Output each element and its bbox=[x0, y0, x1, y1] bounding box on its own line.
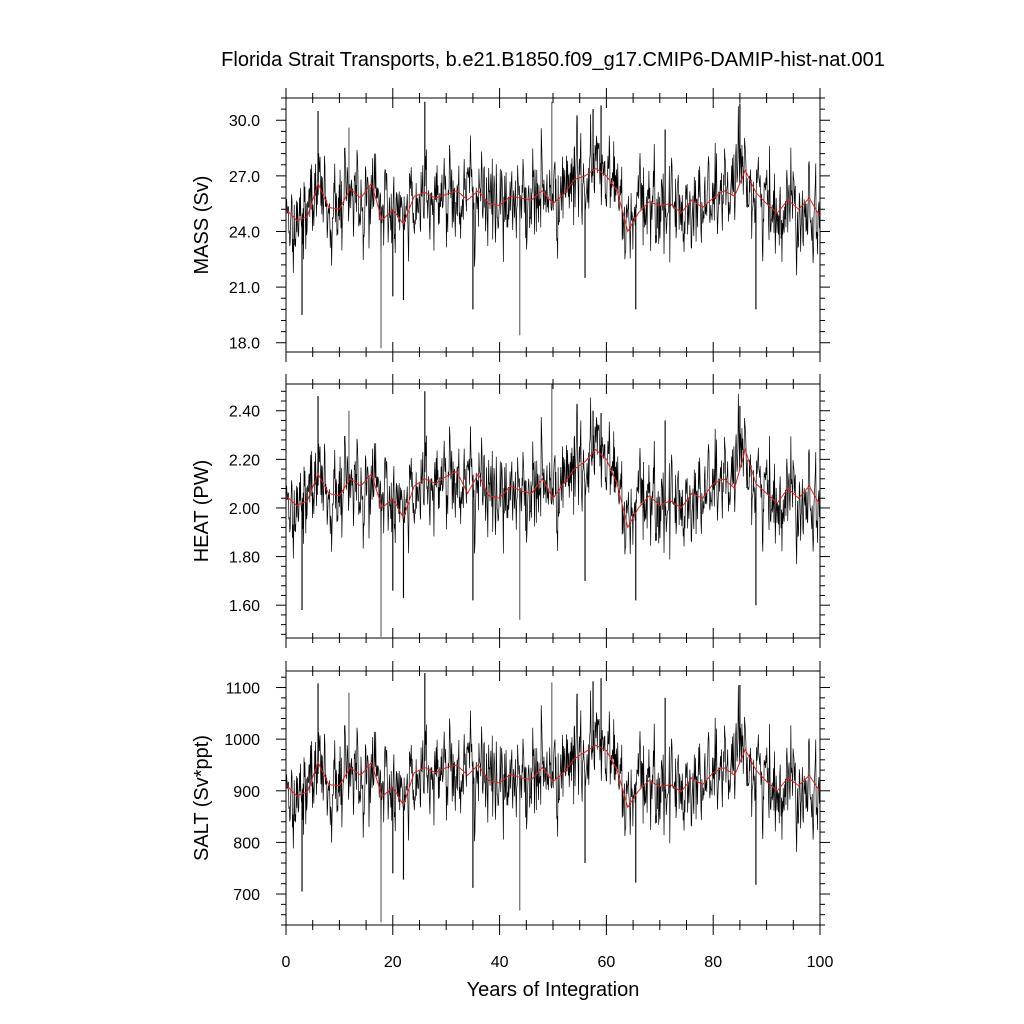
salt-y-tick-label: 1000 bbox=[224, 732, 260, 749]
salt-raw-series-line bbox=[286, 673, 820, 923]
salt-y-tick-label: 1100 bbox=[226, 681, 261, 698]
x-tick-label: 20 bbox=[384, 954, 402, 971]
mass-smoothed-series-line bbox=[286, 167, 820, 233]
mass-y-axis-label: MASS (Sv) bbox=[191, 176, 213, 275]
x-tick-label: 40 bbox=[491, 954, 509, 971]
mass-raw-series-line bbox=[286, 101, 820, 349]
salt-smoothed-series-line bbox=[286, 744, 820, 809]
mass-y-tick-label: 27.0 bbox=[229, 169, 260, 186]
x-axis-label: Years of Integration bbox=[467, 979, 640, 1001]
heat-y-tick-label: 2.00 bbox=[229, 501, 260, 518]
heat-raw-series-line bbox=[286, 384, 820, 637]
salt-panel: 700 800 900 1000 1100 0 20 40 60 80 100 SALT (Sv*pp… bbox=[191, 661, 833, 971]
mass-y-tick-label: 24.0 bbox=[229, 224, 260, 241]
heat-smoothed-series-line bbox=[286, 447, 820, 529]
mass-panel: 18.0 21.0 24.0 27.0 30.0 MASS (Sv) bbox=[191, 88, 830, 362]
heat-y-tick-label: 2.20 bbox=[229, 452, 260, 469]
heat-y-tick-label: 2.40 bbox=[229, 404, 260, 421]
salt-y-axis-label: SALT (Sv*ppt) bbox=[191, 735, 213, 861]
mass-y-tick-label: 21.0 bbox=[229, 280, 260, 297]
heat-y-tick-label: 1.60 bbox=[229, 598, 260, 615]
x-tick-label: 80 bbox=[704, 954, 722, 971]
salt-y-tick-label: 900 bbox=[233, 784, 260, 801]
mass-y-tick-label: 30.0 bbox=[229, 113, 260, 130]
mass-y-tick-label: 18.0 bbox=[229, 336, 260, 353]
heat-y-tick-label: 1.80 bbox=[229, 550, 260, 567]
heat-y-axis-label: HEAT (PW) bbox=[191, 460, 213, 563]
salt-y-tick-label: 800 bbox=[233, 835, 260, 852]
salt-y-tick-label: 700 bbox=[233, 887, 260, 904]
heat-panel: 1.60 1.80 2.00 2.20 2.40 HEAT (PW) bbox=[191, 374, 830, 648]
chart-title: Florida Strait Transports, b.e21.B1850.f… bbox=[221, 49, 885, 71]
x-tick-label: 0 bbox=[282, 954, 291, 971]
x-tick-label: 100 bbox=[807, 954, 834, 971]
x-tick-label: 60 bbox=[598, 954, 616, 971]
